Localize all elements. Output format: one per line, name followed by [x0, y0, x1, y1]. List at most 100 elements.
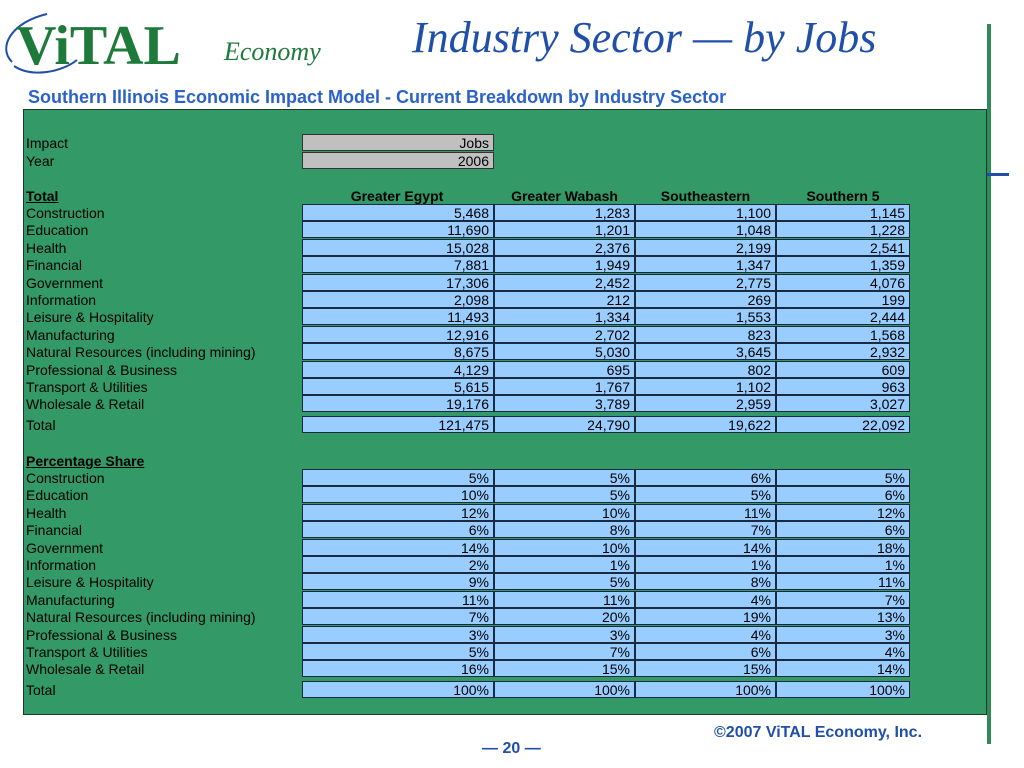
table-cell[interactable]: 1,347 [635, 256, 776, 273]
table-cell[interactable]: 2% [302, 556, 494, 573]
table-cell[interactable]: 1,283 [494, 204, 635, 221]
table-cell[interactable]: 6% [635, 469, 776, 486]
table-cell[interactable]: 212 [494, 291, 635, 308]
table-cell[interactable]: 8,675 [302, 343, 494, 360]
table-cell[interactable]: 14% [776, 660, 910, 677]
table-cell[interactable]: 1,553 [635, 308, 776, 325]
table-cell[interactable]: 22,092 [776, 416, 910, 433]
table-cell[interactable]: 1,100 [635, 204, 776, 221]
table-cell[interactable]: 4,129 [302, 361, 494, 378]
table-cell[interactable]: 13% [776, 608, 910, 625]
table-cell[interactable]: 5% [776, 469, 910, 486]
table-cell[interactable]: 4% [635, 591, 776, 608]
table-cell[interactable]: 2,444 [776, 308, 910, 325]
table-cell[interactable]: 3% [302, 626, 494, 643]
table-cell[interactable]: 5% [635, 486, 776, 503]
table-cell[interactable]: 7,881 [302, 256, 494, 273]
table-cell[interactable]: 14% [635, 539, 776, 556]
table-cell[interactable]: 2,376 [494, 239, 635, 256]
table-cell[interactable]: 5% [494, 573, 635, 590]
table-cell[interactable]: 823 [635, 326, 776, 343]
table-cell[interactable]: 24,790 [494, 416, 635, 433]
table-cell[interactable]: 12% [302, 504, 494, 521]
table-cell[interactable]: 2,098 [302, 291, 494, 308]
table-cell[interactable]: 6% [635, 643, 776, 660]
table-cell[interactable]: 7% [635, 521, 776, 538]
table-cell[interactable]: 19,622 [635, 416, 776, 433]
table-cell[interactable]: 1,767 [494, 378, 635, 395]
table-cell[interactable]: 2,199 [635, 239, 776, 256]
table-cell[interactable]: 7% [776, 591, 910, 608]
table-cell[interactable]: 8% [494, 521, 635, 538]
table-cell[interactable]: 11% [302, 591, 494, 608]
table-cell[interactable]: 1% [494, 556, 635, 573]
table-cell[interactable]: 121,475 [302, 416, 494, 433]
table-cell[interactable]: 17,306 [302, 274, 494, 291]
table-cell[interactable]: 1,334 [494, 308, 635, 325]
table-cell[interactable]: 3% [776, 626, 910, 643]
table-cell[interactable]: 100% [776, 681, 910, 698]
table-cell[interactable]: 11% [494, 591, 635, 608]
table-cell[interactable]: 3% [494, 626, 635, 643]
table-cell[interactable]: 1,359 [776, 256, 910, 273]
table-cell[interactable]: 5,468 [302, 204, 494, 221]
table-cell[interactable]: 1,228 [776, 221, 910, 238]
table-cell[interactable]: 100% [494, 681, 635, 698]
table-cell[interactable]: 19,176 [302, 395, 494, 412]
table-cell[interactable]: 3,027 [776, 395, 910, 412]
table-cell[interactable]: 1,102 [635, 378, 776, 395]
table-cell[interactable]: 609 [776, 361, 910, 378]
table-cell[interactable]: 19% [635, 608, 776, 625]
param-value-impact[interactable]: Jobs [302, 134, 494, 151]
table-cell[interactable]: 2,541 [776, 239, 910, 256]
table-cell[interactable]: 6% [776, 486, 910, 503]
table-cell[interactable]: 16% [302, 660, 494, 677]
table-cell[interactable]: 802 [635, 361, 776, 378]
table-cell[interactable]: 12% [776, 504, 910, 521]
param-value-year[interactable]: 2006 [302, 152, 494, 169]
table-cell[interactable]: 199 [776, 291, 910, 308]
table-cell[interactable]: 2,959 [635, 395, 776, 412]
table-cell[interactable]: 2,452 [494, 274, 635, 291]
table-cell[interactable]: 7% [494, 643, 635, 660]
table-cell[interactable]: 5% [302, 643, 494, 660]
table-cell[interactable]: 14% [302, 539, 494, 556]
table-cell[interactable]: 12,916 [302, 326, 494, 343]
table-cell[interactable]: 963 [776, 378, 910, 395]
table-cell[interactable]: 11,690 [302, 221, 494, 238]
table-cell[interactable]: 1,201 [494, 221, 635, 238]
table-cell[interactable]: 2,702 [494, 326, 635, 343]
table-cell[interactable]: 5% [302, 469, 494, 486]
table-cell[interactable]: 4% [635, 626, 776, 643]
table-cell[interactable]: 1% [776, 556, 910, 573]
table-cell[interactable]: 1% [635, 556, 776, 573]
table-cell[interactable]: 11,493 [302, 308, 494, 325]
table-cell[interactable]: 1,949 [494, 256, 635, 273]
table-cell[interactable]: 6% [776, 521, 910, 538]
table-cell[interactable]: 1,145 [776, 204, 910, 221]
table-cell[interactable]: 20% [494, 608, 635, 625]
table-cell[interactable]: 9% [302, 573, 494, 590]
table-cell[interactable]: 6% [302, 521, 494, 538]
table-cell[interactable]: 15% [494, 660, 635, 677]
table-cell[interactable]: 18% [776, 539, 910, 556]
table-cell[interactable]: 100% [302, 681, 494, 698]
table-cell[interactable]: 100% [635, 681, 776, 698]
table-cell[interactable]: 8% [635, 573, 776, 590]
table-cell[interactable]: 1,048 [635, 221, 776, 238]
table-cell[interactable]: 695 [494, 361, 635, 378]
table-cell[interactable]: 2,775 [635, 274, 776, 291]
table-cell[interactable]: 1,568 [776, 326, 910, 343]
table-cell[interactable]: 5% [494, 469, 635, 486]
table-cell[interactable]: 269 [635, 291, 776, 308]
table-cell[interactable]: 4% [776, 643, 910, 660]
table-cell[interactable]: 10% [494, 504, 635, 521]
table-cell[interactable]: 5,615 [302, 378, 494, 395]
table-cell[interactable]: 10% [494, 539, 635, 556]
table-cell[interactable]: 11% [776, 573, 910, 590]
table-cell[interactable]: 15% [635, 660, 776, 677]
table-cell[interactable]: 11% [635, 504, 776, 521]
table-cell[interactable]: 2,932 [776, 343, 910, 360]
table-cell[interactable]: 10% [302, 486, 494, 503]
table-cell[interactable]: 5,030 [494, 343, 635, 360]
